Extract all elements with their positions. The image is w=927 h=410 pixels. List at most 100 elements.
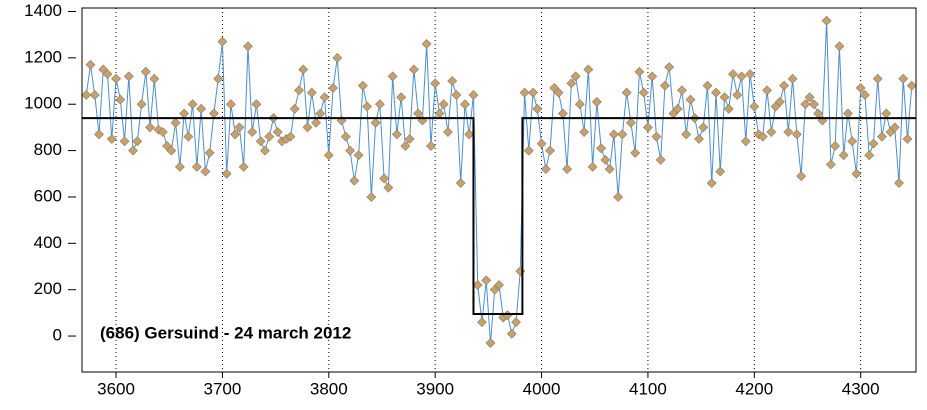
marker bbox=[719, 92, 730, 103]
marker bbox=[472, 280, 483, 290]
marker bbox=[604, 164, 615, 175]
marker bbox=[587, 161, 598, 172]
marker bbox=[711, 87, 721, 98]
marker bbox=[89, 90, 100, 100]
marker bbox=[821, 15, 832, 26]
marker bbox=[506, 328, 517, 339]
marker bbox=[574, 99, 585, 110]
marker bbox=[528, 87, 538, 98]
marker bbox=[166, 145, 177, 156]
x-tick-label: 3900 bbox=[416, 379, 454, 398]
marker bbox=[706, 178, 717, 188]
x-tick-label: 4200 bbox=[735, 379, 773, 398]
marker bbox=[115, 94, 126, 105]
marker bbox=[762, 85, 772, 96]
marker bbox=[204, 147, 215, 158]
marker bbox=[464, 129, 475, 140]
model-line bbox=[82, 117, 916, 316]
marker bbox=[906, 80, 917, 91]
marker bbox=[119, 136, 130, 147]
marker bbox=[621, 87, 632, 98]
marker bbox=[468, 90, 479, 100]
marker bbox=[830, 141, 841, 151]
marker bbox=[306, 87, 317, 98]
marker bbox=[460, 99, 470, 110]
marker bbox=[847, 136, 858, 147]
marker bbox=[681, 129, 692, 140]
marker bbox=[430, 78, 441, 89]
marker bbox=[855, 83, 866, 93]
marker bbox=[345, 145, 355, 156]
marker bbox=[532, 103, 543, 114]
marker bbox=[579, 127, 590, 137]
marker bbox=[698, 122, 709, 133]
y-tick-label: 400 bbox=[34, 233, 62, 252]
marker bbox=[774, 96, 785, 107]
marker bbox=[860, 90, 870, 100]
marker bbox=[81, 90, 92, 100]
marker bbox=[170, 117, 181, 128]
marker bbox=[481, 275, 492, 286]
marker bbox=[353, 150, 364, 161]
marker bbox=[672, 103, 683, 114]
marker bbox=[234, 122, 245, 133]
marker bbox=[302, 122, 313, 133]
marker bbox=[106, 134, 117, 144]
marker bbox=[630, 147, 641, 158]
marker bbox=[685, 94, 696, 105]
plot-area: 0 200 400 600 800 1000 1200 1400 3600 3700 3800 390… bbox=[24, 1, 917, 398]
marker bbox=[783, 127, 794, 137]
marker bbox=[140, 66, 151, 77]
marker bbox=[796, 171, 807, 182]
marker bbox=[745, 69, 755, 80]
marker bbox=[387, 71, 398, 82]
marker bbox=[94, 129, 104, 140]
marker bbox=[791, 129, 802, 140]
marker bbox=[374, 99, 385, 110]
marker bbox=[311, 117, 321, 128]
marker bbox=[200, 166, 211, 177]
marker bbox=[694, 134, 704, 144]
marker bbox=[825, 159, 836, 170]
marker bbox=[272, 127, 283, 137]
marker bbox=[366, 192, 377, 202]
marker bbox=[128, 145, 138, 156]
marker bbox=[153, 124, 164, 135]
marker bbox=[379, 173, 390, 184]
marker bbox=[877, 131, 887, 142]
marker bbox=[591, 96, 602, 107]
marker bbox=[157, 127, 168, 137]
marker bbox=[298, 64, 309, 75]
marker bbox=[221, 168, 232, 179]
x-tick-label: 4300 bbox=[842, 379, 880, 398]
marker bbox=[289, 103, 300, 114]
marker bbox=[638, 87, 649, 98]
marker bbox=[715, 166, 726, 177]
marker bbox=[425, 141, 436, 151]
marker bbox=[238, 161, 249, 172]
marker bbox=[617, 129, 628, 140]
marker bbox=[196, 103, 207, 114]
marker bbox=[396, 92, 407, 103]
marker bbox=[523, 145, 534, 156]
marker bbox=[391, 129, 402, 140]
marker bbox=[187, 99, 198, 110]
marker bbox=[898, 73, 909, 84]
marker bbox=[540, 164, 551, 175]
marker bbox=[328, 83, 338, 93]
x-tick-label: 3700 bbox=[204, 379, 242, 398]
marker bbox=[443, 127, 453, 137]
marker bbox=[613, 192, 624, 202]
marker bbox=[651, 131, 662, 142]
marker bbox=[132, 136, 143, 147]
y-tick-label: 0 bbox=[53, 326, 62, 345]
marker bbox=[421, 39, 432, 49]
marker bbox=[264, 131, 275, 142]
marker bbox=[800, 99, 811, 110]
marker bbox=[872, 73, 883, 84]
marker bbox=[536, 138, 547, 149]
annotation: (686) Gersuind - 24 march 2012 bbox=[100, 323, 351, 342]
marker bbox=[519, 87, 530, 98]
marker bbox=[787, 73, 798, 84]
marker bbox=[753, 129, 764, 140]
